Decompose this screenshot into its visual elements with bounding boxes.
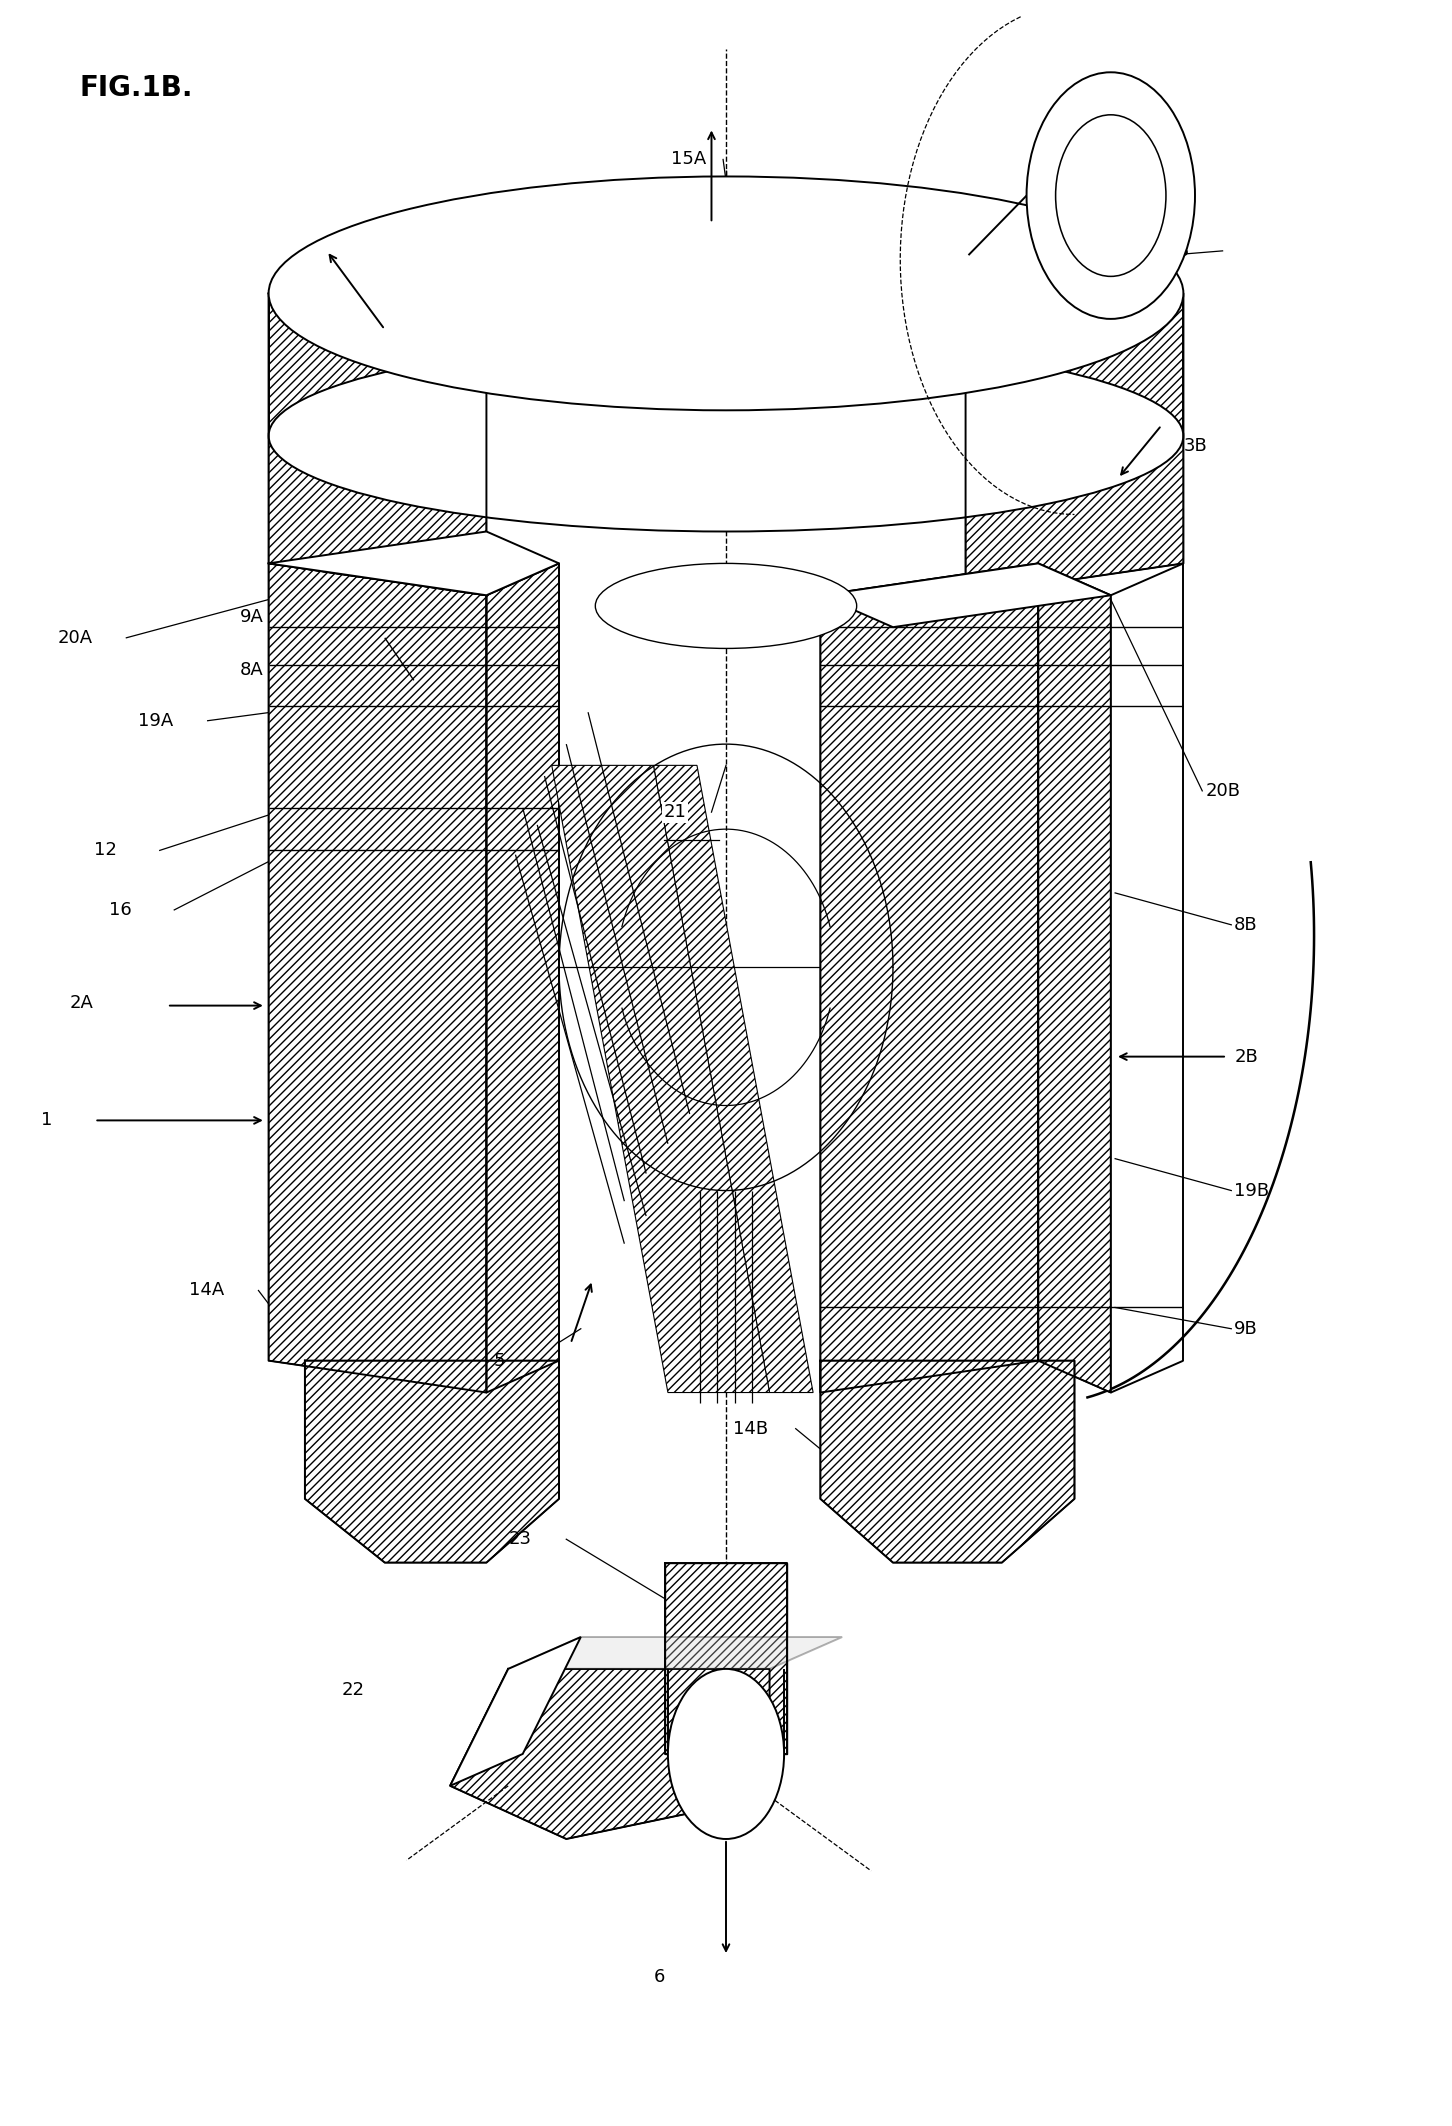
Polygon shape: [486, 563, 559, 1393]
Text: 8B: 8B: [1234, 916, 1257, 933]
Text: 12: 12: [94, 842, 118, 859]
Text: 14A: 14A: [189, 1282, 224, 1299]
Circle shape: [1027, 72, 1195, 319]
Polygon shape: [269, 532, 559, 595]
Ellipse shape: [595, 563, 857, 648]
Text: 2A: 2A: [70, 995, 93, 1012]
Text: 4: 4: [1074, 157, 1086, 174]
Ellipse shape: [269, 176, 1183, 410]
Text: 16: 16: [109, 901, 132, 918]
Text: 20B: 20B: [1205, 782, 1240, 799]
Polygon shape: [450, 1669, 770, 1839]
Polygon shape: [269, 563, 486, 1393]
Text: 3A: 3A: [356, 240, 379, 257]
Text: 3B: 3B: [1183, 438, 1207, 455]
Text: 5: 5: [494, 1352, 505, 1369]
Polygon shape: [269, 293, 486, 595]
Ellipse shape: [269, 340, 1183, 532]
Polygon shape: [820, 563, 1111, 627]
Polygon shape: [665, 1563, 787, 1754]
Text: 8A: 8A: [240, 661, 263, 678]
Polygon shape: [450, 1637, 581, 1786]
Text: 15B: 15B: [1154, 242, 1189, 259]
Text: FIG.1B.: FIG.1B.: [80, 74, 193, 102]
Text: 15A: 15A: [671, 151, 706, 168]
Polygon shape: [966, 293, 1183, 595]
Text: 9A: 9A: [240, 608, 263, 625]
Text: 17: 17: [664, 196, 687, 213]
Text: 2B: 2B: [1234, 1048, 1257, 1065]
Text: 7: 7: [617, 179, 629, 196]
Polygon shape: [820, 1361, 1074, 1563]
Circle shape: [668, 1669, 784, 1839]
Polygon shape: [1038, 563, 1111, 1393]
Text: 23: 23: [508, 1531, 531, 1548]
Text: 6: 6: [653, 1969, 665, 1986]
Text: 19A: 19A: [138, 712, 173, 729]
Polygon shape: [508, 1637, 842, 1669]
Text: 21: 21: [664, 804, 687, 821]
Text: 1: 1: [41, 1112, 52, 1129]
Polygon shape: [552, 765, 770, 1393]
Polygon shape: [653, 765, 813, 1393]
Text: 20A: 20A: [58, 629, 93, 646]
Polygon shape: [305, 1361, 559, 1563]
Text: 9B: 9B: [1234, 1320, 1257, 1337]
Text: 19B: 19B: [1234, 1182, 1269, 1199]
Polygon shape: [820, 563, 1038, 1393]
Text: 22: 22: [341, 1682, 364, 1699]
Text: 14B: 14B: [733, 1420, 768, 1437]
